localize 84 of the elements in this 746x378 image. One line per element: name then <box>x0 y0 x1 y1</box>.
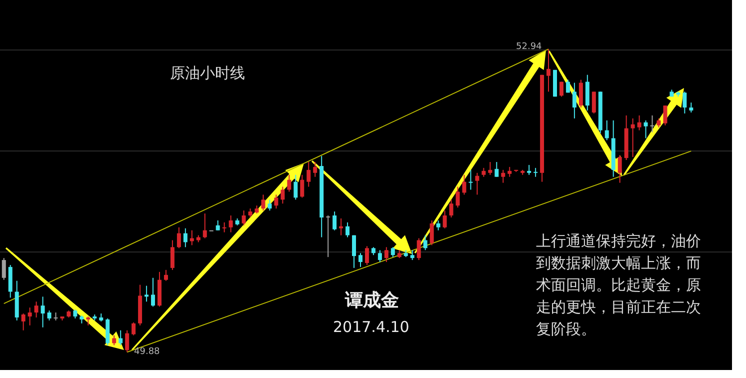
annotation: 上行通道保持完好，油价 <box>536 232 701 251</box>
candlestick <box>501 169 506 184</box>
candlestick <box>364 246 369 266</box>
candlestick <box>663 105 668 126</box>
candlestick <box>604 120 609 141</box>
candlestick <box>176 226 181 249</box>
candlestick <box>442 210 447 229</box>
candlestick <box>566 79 570 94</box>
candlestick <box>216 220 220 231</box>
candlestick <box>144 285 149 302</box>
candlestick <box>118 330 123 346</box>
candlestick <box>508 166 512 178</box>
candlestick <box>346 222 350 238</box>
candlestick <box>40 296 45 328</box>
candlestick <box>592 91 596 114</box>
candlestick <box>416 238 421 261</box>
candlestick <box>390 246 395 258</box>
candlestick <box>618 154 622 184</box>
candlestick <box>300 174 304 198</box>
candlestick <box>339 218 344 236</box>
candlestick <box>644 120 648 139</box>
text: 原油小时线 <box>170 64 245 83</box>
candlestick <box>202 212 207 239</box>
candlestick <box>682 91 687 114</box>
candlestick <box>578 79 583 108</box>
candlestick <box>242 210 246 226</box>
candlestick <box>2 258 6 280</box>
candlestick <box>326 214 330 258</box>
candlestick <box>28 307 32 326</box>
candlestick <box>34 301 38 318</box>
candlestick <box>572 82 576 119</box>
candlestick <box>306 161 311 188</box>
candlestick <box>125 330 130 353</box>
candlestick <box>332 211 337 231</box>
candlestick <box>475 172 480 196</box>
candlestick <box>164 269 168 282</box>
candlestick <box>462 174 466 196</box>
annotation: 复阶段。 <box>536 320 596 339</box>
candlestick <box>436 220 440 231</box>
candlestick <box>410 250 414 261</box>
candlestick <box>47 310 52 321</box>
candlestick <box>494 161 499 178</box>
annotation: 谭成金 <box>345 289 399 312</box>
annotation: 走的更快，目前正在二次 <box>536 298 701 317</box>
candlestick <box>21 313 26 331</box>
annotation: 到数据刺激大幅上涨，而 <box>536 254 701 273</box>
candlestick <box>378 250 382 263</box>
candlestick <box>637 114 642 131</box>
candlestick <box>559 81 564 98</box>
candlestick <box>228 214 233 233</box>
candlestick <box>689 102 694 113</box>
candlestick <box>358 252 362 268</box>
candlestick <box>132 322 136 336</box>
candlestick <box>352 234 356 268</box>
candlestick <box>650 114 654 133</box>
candlestick <box>527 164 532 176</box>
candlestick <box>274 194 278 210</box>
candlestick <box>261 194 266 212</box>
candlestick <box>468 169 473 190</box>
candlestick <box>313 161 318 178</box>
candlestick <box>268 199 272 212</box>
candlestick <box>546 48 551 92</box>
candlestick <box>488 161 492 176</box>
candlestick <box>294 174 298 200</box>
candlestick <box>280 186 285 204</box>
candlestick <box>585 74 590 111</box>
annotation: 2017.4.10 <box>333 318 410 336</box>
candlestick <box>449 199 454 218</box>
candlestick <box>151 277 156 308</box>
candlestick <box>170 240 174 270</box>
candlestick <box>423 234 428 251</box>
candlestick <box>430 220 434 246</box>
candlestick <box>190 230 194 246</box>
annotation: 52.94 <box>516 42 542 52</box>
candlestick <box>456 186 460 208</box>
annotation: 49.88 <box>134 347 160 357</box>
candlestick <box>106 318 110 346</box>
annotation: 术面回调。比起黄金，原 <box>536 276 701 295</box>
candlestick <box>287 174 292 192</box>
candlestick <box>112 334 116 346</box>
candlestick <box>222 222 226 233</box>
candlestick <box>630 118 635 158</box>
candlestick <box>384 246 388 263</box>
candlestick <box>183 228 188 248</box>
